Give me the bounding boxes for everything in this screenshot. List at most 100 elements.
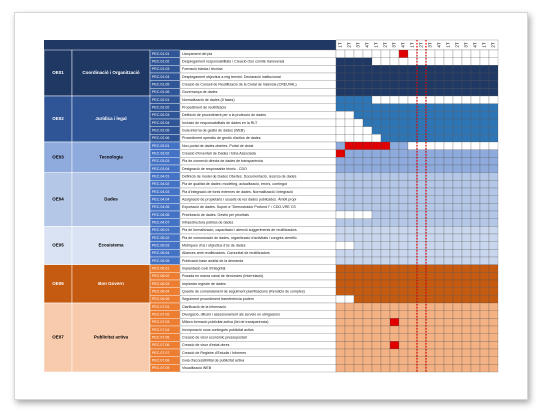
gantt-cell: [380, 264, 391, 273]
gantt-cell: [416, 65, 427, 74]
gantt-cell: [371, 149, 382, 158]
header-band: [44, 40, 336, 50]
gantt-cell: [488, 318, 499, 327]
gantt-cell: [479, 364, 490, 373]
gantt-cell: [407, 88, 418, 97]
group-name-cell: [71, 141, 151, 173]
gantt-cell: [380, 333, 391, 342]
gantt-cell: [389, 341, 400, 350]
gantt-cell: [488, 256, 499, 265]
gantt-cell: [362, 279, 373, 288]
gantt-cell: [416, 264, 427, 273]
gantt-cell: [335, 218, 346, 227]
gantt-cell: [389, 141, 400, 150]
gantt-cell: [353, 157, 364, 166]
gantt-cell: [398, 295, 409, 304]
gantt-cell: [443, 118, 454, 127]
gantt-cell: [344, 233, 355, 242]
gantt-cell: [470, 302, 481, 311]
gantt-cell: [479, 187, 490, 196]
task-code: PEC.01.05: [152, 82, 169, 86]
gantt-cell: [371, 126, 382, 135]
gantt-cell: [389, 279, 400, 288]
gantt-cell: [380, 302, 391, 311]
gantt-cell: [470, 287, 481, 296]
gantt-cell: [461, 364, 472, 373]
gantt-cell: [470, 333, 481, 342]
gantt-cell: [461, 118, 472, 127]
task-text: Desplegament responsabilitats / Creació …: [182, 59, 285, 63]
gantt-cell: [371, 226, 382, 235]
task-text: Guia interna de gestió de dades (WEB): [182, 128, 245, 132]
gantt-cell: [398, 241, 409, 250]
gantt-cell: [335, 57, 346, 66]
gantt-cell: [416, 88, 427, 97]
period-label: 3T: [428, 42, 433, 48]
gantt-cell: [488, 80, 499, 89]
gantt-cell: [443, 72, 454, 81]
gantt-cell: [488, 233, 499, 242]
gantt-cell: [443, 103, 454, 112]
gantt-cell: [425, 249, 436, 258]
task-text: Desplegament objectius a mig termini. De…: [182, 75, 281, 79]
gantt-cell: [389, 256, 400, 265]
gantt-cell: [344, 295, 355, 304]
gantt-cell: [362, 333, 373, 342]
gantt-cell: [443, 241, 454, 250]
gantt-cell: [461, 318, 472, 327]
gantt-cell: [452, 118, 463, 127]
gantt-cell: [452, 103, 463, 112]
group-name-cell: [71, 95, 151, 143]
gantt-cell: [371, 364, 382, 373]
group-code: OE07: [52, 335, 64, 340]
gantt-cell: [371, 49, 382, 58]
gantt-cell: [470, 141, 481, 150]
gantt-cell: [344, 57, 355, 66]
task-text: Quadre de comandament de seguiment plani…: [182, 289, 305, 293]
gantt-cell: [416, 295, 427, 304]
gantt-cell: [353, 134, 364, 143]
period-label: 4T: [473, 42, 478, 48]
gantt-cell: [353, 310, 364, 319]
task-code: PEC.01.01: [152, 52, 169, 56]
gantt-cell: [353, 88, 364, 97]
gantt-cell: [416, 195, 427, 204]
gantt-cell: [452, 287, 463, 296]
gantt-cell: [470, 249, 481, 258]
gantt-cell: [353, 149, 364, 158]
gantt-cell: [488, 203, 499, 212]
gantt-cell: [443, 203, 454, 212]
gantt-cell: [398, 256, 409, 265]
gantt-cell: [488, 95, 499, 104]
gantt-cell: [344, 364, 355, 373]
task-code: PEC.02.02: [152, 105, 169, 109]
gantt-cell: [479, 241, 490, 250]
gantt-cell: [389, 218, 400, 227]
gantt-cell: [335, 126, 346, 135]
gantt-cell: [362, 256, 373, 265]
task-code: PEC.02.03: [152, 113, 169, 117]
period-label: 2T: [347, 42, 352, 48]
gantt-cell: [452, 249, 463, 258]
gantt-cell: [362, 80, 373, 89]
gantt-cell: [452, 126, 463, 135]
gantt-cell: [434, 264, 445, 273]
task-text: Publicació base anàlisi de la demanda: [182, 259, 243, 263]
gantt-cell: [416, 310, 427, 319]
period-label: 1T: [482, 42, 487, 48]
gantt-cell: [389, 72, 400, 81]
task-text: Llançament del pla: [182, 52, 212, 56]
gantt-cell: [407, 49, 418, 58]
task-code: PEC.03.03: [152, 159, 169, 163]
gantt-cell: [452, 203, 463, 212]
gantt-cell: [371, 295, 382, 304]
gantt-cell: [479, 210, 490, 219]
gantt-cell: [380, 118, 391, 127]
gantt-cell: [434, 141, 445, 150]
gantt-cell: [362, 302, 373, 311]
gantt-cell: [425, 141, 436, 150]
gantt-cell: [389, 364, 400, 373]
gantt-cell: [443, 333, 454, 342]
task-text: Visualització WEB: [182, 366, 212, 370]
gantt-cell: [470, 195, 481, 204]
